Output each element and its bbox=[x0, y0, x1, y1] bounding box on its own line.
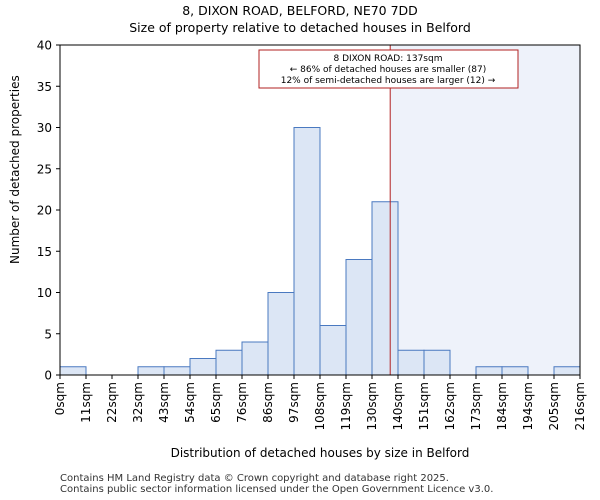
chart-title: 8, DIXON ROAD, BELFORD, NE70 7DD bbox=[182, 3, 418, 18]
x-tick-label: 86sqm bbox=[261, 382, 275, 423]
highlight-region bbox=[390, 45, 580, 375]
y-tick-label: 5 bbox=[44, 327, 52, 341]
x-tick-label: 130sqm bbox=[365, 382, 379, 430]
x-tick-label: 151sqm bbox=[417, 382, 431, 430]
y-tick-label: 0 bbox=[44, 369, 52, 383]
x-tick-label: 76sqm bbox=[235, 382, 249, 423]
bar bbox=[293, 127, 321, 376]
x-tick-label: 108sqm bbox=[313, 382, 327, 430]
x-tick-label: 140sqm bbox=[391, 382, 405, 430]
annotation-line-1: 8 DIXON ROAD: 137sqm bbox=[334, 54, 443, 64]
x-tick-label: 184sqm bbox=[495, 382, 509, 430]
x-tick-label: 216sqm bbox=[573, 382, 587, 430]
bar bbox=[371, 201, 399, 376]
y-tick-label: 40 bbox=[37, 39, 52, 53]
x-tick-label: 97sqm bbox=[287, 382, 301, 423]
x-tick-label: 32sqm bbox=[131, 382, 145, 423]
bar bbox=[397, 349, 425, 376]
x-tick-label: 65sqm bbox=[209, 382, 223, 423]
y-tick-label: 25 bbox=[37, 162, 52, 176]
chart-subtitle: Size of property relative to detached ho… bbox=[129, 20, 471, 35]
annotation-frame bbox=[258, 49, 519, 89]
bar bbox=[241, 341, 269, 376]
x-tick-label: 173sqm bbox=[469, 382, 483, 430]
footer-line-2: Contains public sector information licen… bbox=[60, 484, 494, 495]
x-axis-label: Distribution of detached houses by size … bbox=[170, 446, 470, 460]
y-tick-label: 30 bbox=[37, 121, 52, 135]
x-tick-label: 119sqm bbox=[339, 382, 353, 430]
bar bbox=[501, 366, 529, 376]
bar bbox=[553, 366, 581, 376]
annotation-line-3: 12% of semi-detached houses are larger (… bbox=[281, 76, 496, 86]
bar bbox=[137, 366, 165, 376]
bar bbox=[423, 349, 451, 376]
bar bbox=[475, 366, 503, 376]
bar bbox=[163, 366, 191, 376]
x-tick-label: 0sqm bbox=[53, 382, 67, 415]
x-tick-label: 11sqm bbox=[79, 382, 93, 423]
bar bbox=[215, 349, 243, 376]
x-tick-label: 43sqm bbox=[157, 382, 171, 423]
y-tick-label: 15 bbox=[37, 245, 52, 259]
bar bbox=[59, 366, 87, 376]
annotation-box: 8 DIXON ROAD: 137sqm ← 86% of detached h… bbox=[258, 49, 519, 89]
y-tick-label: 20 bbox=[37, 204, 52, 218]
x-tick-label: 22sqm bbox=[105, 382, 119, 423]
bar bbox=[267, 292, 295, 376]
y-tick-label: 35 bbox=[37, 80, 52, 94]
x-tick-label: 162sqm bbox=[443, 382, 457, 430]
bar bbox=[345, 259, 373, 376]
x-tick-label: 54sqm bbox=[183, 382, 197, 423]
bar bbox=[189, 358, 217, 376]
footer-line-1: Contains HM Land Registry data © Crown c… bbox=[60, 473, 449, 484]
annotation-line-2: ← 86% of detached houses are smaller (87… bbox=[290, 65, 487, 75]
x-tick-label: 194sqm bbox=[521, 382, 535, 430]
x-tick-label: 205sqm bbox=[547, 382, 561, 430]
bar bbox=[319, 325, 347, 376]
y-tick-label: 10 bbox=[37, 286, 52, 300]
